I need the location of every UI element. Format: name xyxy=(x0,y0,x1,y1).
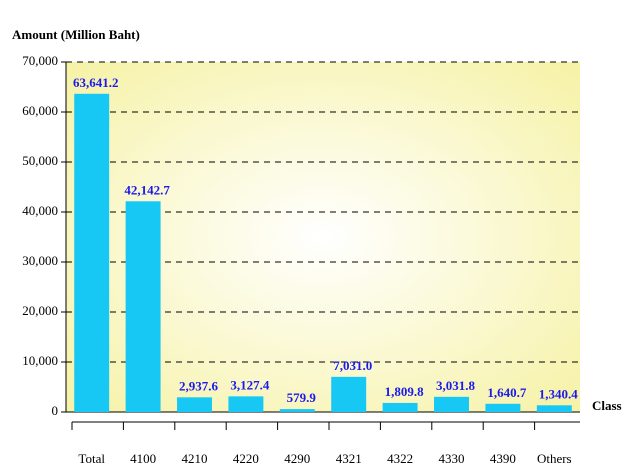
value-label: 579.9 xyxy=(287,390,317,405)
value-label: 63,641.2 xyxy=(73,75,119,90)
value-label: 3,031.8 xyxy=(436,378,476,393)
bar xyxy=(536,405,572,412)
x-tick-label: 4290 xyxy=(284,451,310,466)
x-tick-label: 4210 xyxy=(182,451,208,466)
x-tick-label: 4100 xyxy=(130,451,156,466)
bar xyxy=(331,376,367,412)
value-label: 1,809.8 xyxy=(385,384,425,399)
bar xyxy=(279,409,315,412)
y-tick-label: 30,000 xyxy=(22,253,58,268)
y-tick-label: 40,000 xyxy=(22,203,58,218)
bar xyxy=(125,201,161,412)
x-tick-label: 4322 xyxy=(387,451,413,466)
bar xyxy=(74,93,110,412)
value-label: 2,937.6 xyxy=(179,378,219,393)
x-tick-label: Others xyxy=(537,451,572,466)
value-label: 42,142.7 xyxy=(124,182,170,197)
x-tick-label: 4220 xyxy=(233,451,259,466)
y-axis-title: Amount (Million Baht) xyxy=(12,27,140,42)
bar xyxy=(228,396,264,412)
bar xyxy=(177,397,212,412)
x-tick-label: 4330 xyxy=(439,451,465,466)
x-tick-label: 4390 xyxy=(490,451,516,466)
bar xyxy=(485,403,521,412)
x-axis-title: Class xyxy=(592,398,622,413)
value-label: 1,340.4 xyxy=(539,386,579,401)
bar xyxy=(382,402,418,412)
y-tick-label: 70,000 xyxy=(22,53,58,68)
y-tick-label: 60,000 xyxy=(22,103,58,118)
y-tick-label: 50,000 xyxy=(22,153,58,168)
value-label: 7,031.0 xyxy=(333,358,372,373)
y-tick-label: 10,000 xyxy=(22,353,58,368)
value-label: 3,127.4 xyxy=(230,377,270,392)
value-label: 1,640.7 xyxy=(487,385,527,400)
bar xyxy=(434,396,469,412)
y-tick-label: 0 xyxy=(52,403,59,418)
x-tick-label: 4321 xyxy=(336,451,362,466)
x-tick-label: Total xyxy=(78,451,105,466)
y-tick-label: 20,000 xyxy=(22,303,58,318)
